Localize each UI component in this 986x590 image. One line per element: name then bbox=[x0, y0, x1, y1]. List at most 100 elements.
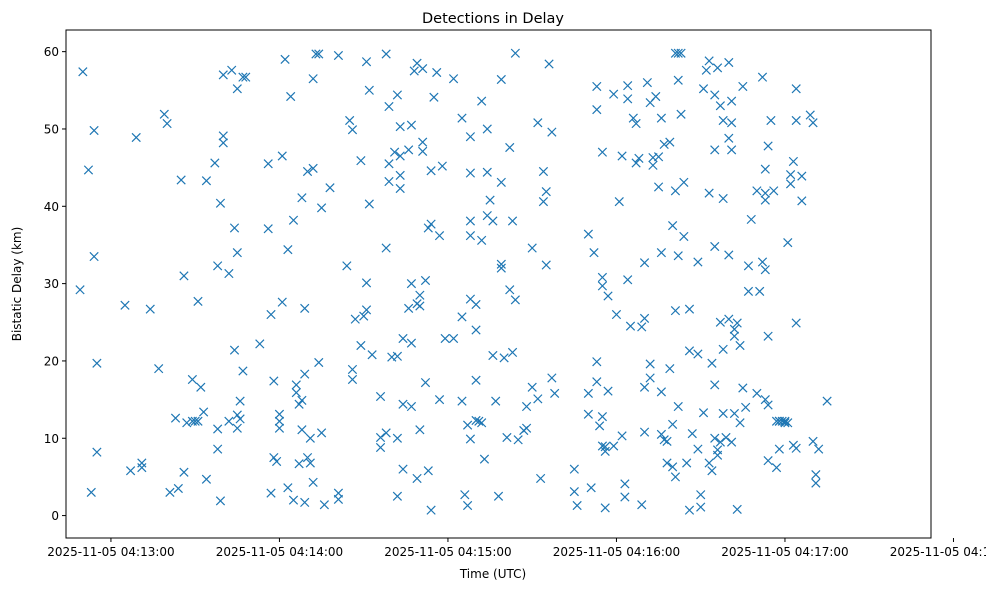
data-point-374 bbox=[763, 400, 773, 410]
data-point-216 bbox=[527, 382, 537, 392]
data-point-219 bbox=[536, 473, 546, 484]
data-point-83 bbox=[300, 369, 310, 379]
data-point-129 bbox=[392, 351, 403, 361]
data-point-104 bbox=[347, 125, 358, 135]
data-point-388 bbox=[785, 169, 796, 180]
data-point-246 bbox=[600, 446, 610, 457]
data-point-301 bbox=[673, 251, 683, 261]
data-point-52 bbox=[235, 414, 245, 424]
data-point-332 bbox=[712, 63, 723, 73]
data-point-68 bbox=[277, 297, 287, 307]
data-point-141 bbox=[406, 120, 417, 130]
data-point-244 bbox=[597, 411, 608, 422]
data-point-318 bbox=[698, 408, 709, 418]
data-point-362 bbox=[752, 186, 762, 196]
data-point-251 bbox=[609, 89, 619, 99]
data-point-369 bbox=[760, 394, 770, 405]
data-point-200 bbox=[496, 259, 506, 269]
data-point-190 bbox=[479, 454, 490, 464]
data-point-357 bbox=[738, 383, 748, 393]
data-point-153 bbox=[418, 146, 428, 157]
data-point-370 bbox=[760, 164, 770, 174]
data-point-103 bbox=[345, 115, 355, 126]
data-point-234 bbox=[586, 483, 596, 493]
data-point-120 bbox=[381, 428, 391, 438]
data-point-74 bbox=[288, 495, 299, 505]
data-point-218 bbox=[533, 394, 543, 404]
data-point-119 bbox=[375, 442, 386, 453]
data-point-228 bbox=[569, 464, 579, 474]
data-point-95 bbox=[316, 203, 327, 213]
data-point-64 bbox=[274, 409, 285, 419]
data-point-353 bbox=[732, 504, 742, 515]
data-point-78 bbox=[294, 459, 304, 469]
data-point-398 bbox=[805, 110, 815, 120]
data-point-226 bbox=[547, 373, 557, 383]
data-point-112 bbox=[361, 305, 372, 315]
data-point-343 bbox=[724, 250, 734, 260]
data-point-347 bbox=[726, 145, 737, 155]
data-point-13 bbox=[145, 304, 155, 314]
data-point-154 bbox=[418, 64, 428, 74]
data-point-51 bbox=[235, 396, 245, 406]
data-point-294 bbox=[667, 462, 678, 472]
data-point-140 bbox=[404, 303, 414, 313]
data-point-181 bbox=[465, 434, 476, 444]
data-point-211 bbox=[513, 435, 523, 445]
data-point-346 bbox=[726, 118, 737, 128]
data-point-275 bbox=[645, 373, 655, 383]
chart-title: Detections in Delay bbox=[422, 11, 564, 27]
data-point-265 bbox=[631, 158, 641, 168]
data-point-173 bbox=[460, 490, 470, 500]
data-point-290 bbox=[665, 137, 675, 147]
data-point-76 bbox=[291, 388, 301, 398]
data-point-176 bbox=[465, 132, 476, 142]
data-point-117 bbox=[375, 391, 386, 402]
data-point-371 bbox=[760, 195, 770, 205]
data-point-352 bbox=[732, 318, 742, 328]
data-point-73 bbox=[288, 215, 299, 225]
data-point-194 bbox=[485, 195, 495, 205]
data-point-321 bbox=[704, 188, 714, 198]
data-point-274 bbox=[645, 359, 655, 369]
data-point-249 bbox=[603, 291, 613, 301]
data-point-1 bbox=[78, 67, 88, 77]
data-point-86 bbox=[302, 452, 313, 463]
data-point-272 bbox=[639, 258, 650, 268]
data-point-14 bbox=[154, 364, 164, 374]
y-tick-label-4: 40 bbox=[44, 200, 59, 214]
data-point-34 bbox=[213, 261, 223, 271]
data-point-365 bbox=[757, 72, 768, 82]
data-point-111 bbox=[361, 278, 372, 288]
data-point-121 bbox=[381, 243, 391, 253]
y-tick-label-2: 20 bbox=[44, 354, 59, 368]
data-point-160 bbox=[426, 166, 436, 176]
data-point-40 bbox=[218, 131, 228, 141]
data-point-65 bbox=[274, 416, 285, 426]
data-point-54 bbox=[238, 366, 248, 376]
y-tick-label-0: 0 bbox=[51, 509, 59, 523]
data-point-392 bbox=[791, 84, 801, 94]
data-point-152 bbox=[418, 137, 428, 147]
data-point-180 bbox=[465, 168, 476, 178]
data-point-299 bbox=[673, 48, 683, 58]
data-point-185 bbox=[471, 415, 481, 426]
data-point-130 bbox=[392, 433, 403, 443]
data-point-208 bbox=[507, 347, 518, 358]
axis-ticks: 0 10 20 30 40 50 60 2025-11-05 04:13:00 2025-11-… bbox=[44, 45, 986, 559]
data-point-366 bbox=[757, 257, 768, 267]
data-point-313 bbox=[693, 349, 703, 359]
data-point-243 bbox=[597, 281, 608, 291]
data-point-197 bbox=[491, 396, 501, 406]
data-point-401 bbox=[811, 469, 821, 480]
data-point-221 bbox=[538, 166, 549, 177]
x-tick-label-5: 2025-11-05 04:18:00 bbox=[890, 545, 986, 559]
data-point-387 bbox=[783, 238, 793, 248]
data-point-230 bbox=[572, 500, 582, 511]
x-tick-label-3: 2025-11-05 04:16:00 bbox=[553, 545, 680, 559]
data-point-242 bbox=[597, 272, 608, 283]
data-point-175 bbox=[462, 500, 473, 511]
data-point-268 bbox=[637, 322, 647, 332]
data-point-263 bbox=[628, 113, 638, 123]
data-point-26 bbox=[190, 416, 200, 426]
